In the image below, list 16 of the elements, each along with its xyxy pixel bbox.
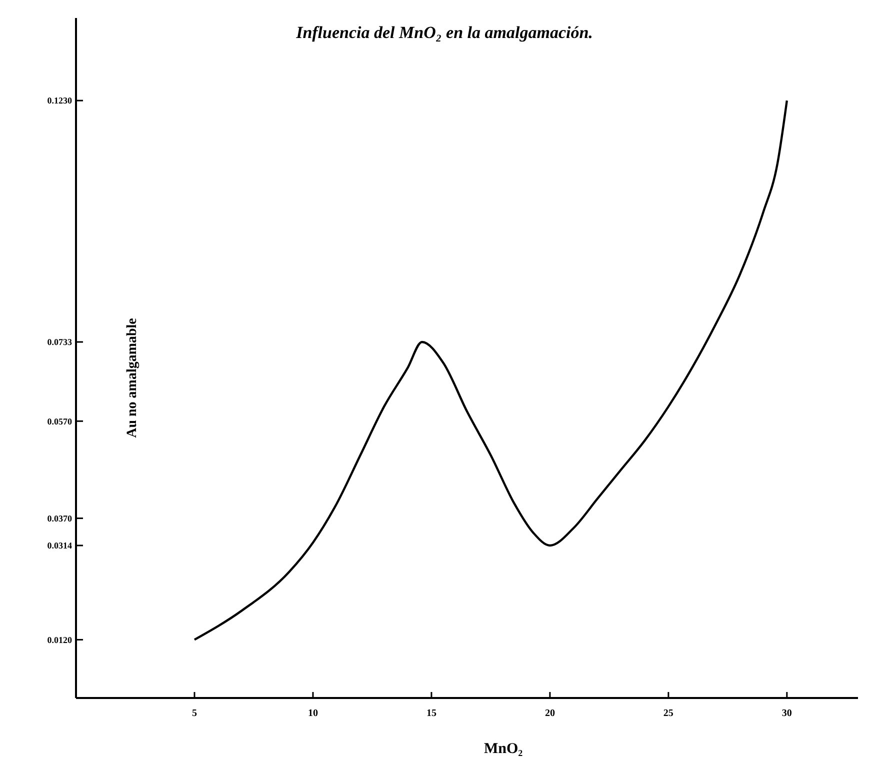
chart-title: Influencia del MnO₂ en la amalgamación. [295,23,593,42]
y-tick-label: 0.0570 [47,416,72,426]
y-tick-label: 0.0733 [47,337,72,348]
y-tick-label: 0.0120 [47,634,72,645]
y-tick-label: 0.1230 [47,96,72,106]
x-tick-label: 5 [192,708,197,719]
x-tick-label: 25 [663,708,674,719]
x-tick-label: 10 [308,708,318,719]
x-tick-label: 15 [426,708,436,719]
y-tick-label: 0.0314 [47,540,72,551]
line-series [193,99,788,641]
y-tick-label: 0.0370 [47,513,72,524]
y-axis-title: Au no amalgamable [125,318,140,438]
x-tick-label: 30 [782,708,792,719]
x-tick-label: 20 [544,708,555,719]
x-axis-title: MnO₂ [484,741,524,757]
